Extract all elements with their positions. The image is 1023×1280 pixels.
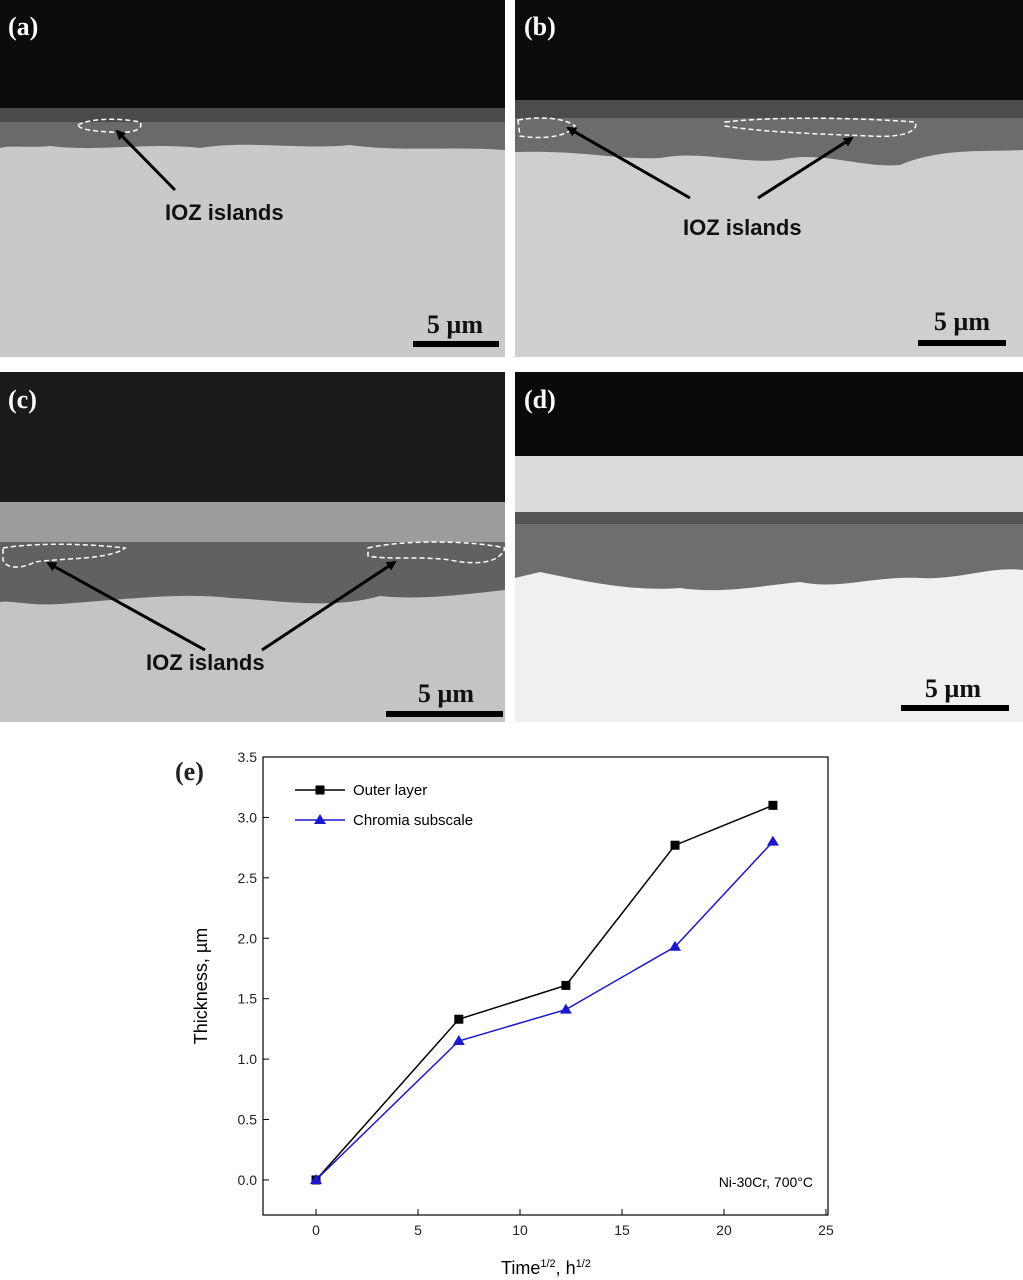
scale-label: 5 µm [418,679,474,708]
annotation: IOZ islands [146,650,265,675]
panel-label: (d) [524,385,556,414]
panel-d: (d) 5 µm [515,372,1023,722]
annotation: IOZ islands [165,200,284,225]
x-axis-label-part: 1/2 [540,1258,555,1270]
panel-label: (a) [8,12,38,41]
x-axis-label-part: , h [556,1258,576,1278]
scale-label: 5 µm [427,310,483,339]
series-line [315,804,774,1181]
y-tick-label: 2.5 [238,870,258,886]
point [559,1003,572,1014]
chart: (e) Thickness, µm Time1/2, h1/2 Ni-30Cr,… [175,749,834,1278]
panel-b: (b) IOZ islands 5 µm [515,0,1023,357]
panel-label: (e) [175,757,204,786]
plot-frame [262,756,829,1216]
point [669,940,682,951]
x-tick-label: 15 [614,1222,630,1238]
x-tick-label: 5 [414,1222,422,1238]
y-tick-label: 2.0 [238,930,258,946]
scale-label: 5 µm [925,674,981,703]
panel-c: (c) IOZ islands 5 µm [0,372,506,722]
x-axis-label-part: Time [501,1258,540,1278]
legend-label: Outer layer [353,782,427,799]
legend-marker [315,785,325,795]
point [766,835,779,846]
legend-marker [314,814,326,824]
legend-label: Chromia subscale [353,812,473,829]
point [768,800,778,810]
x-tick-label: 0 [312,1222,320,1238]
panel-label: (b) [524,12,556,41]
scale-label: 5 µm [934,307,990,336]
panel-label: (c) [8,385,37,414]
x-tick-label: 20 [716,1222,732,1238]
y-axis-label: Thickness, µm [191,928,211,1044]
x-axis-label-part: 1/2 [576,1258,591,1270]
point [454,1014,464,1024]
y-tick-label: 0.0 [238,1172,258,1188]
x-tick-label: 25 [818,1222,834,1238]
x-axis-label: Time1/2, h1/2 [501,1258,591,1278]
y-tick-label: 0.5 [238,1112,258,1128]
series-line [315,841,774,1181]
y-tick-label: 1.5 [238,991,258,1007]
panel-a: (a) IOZ islands 5 µm [0,0,505,357]
point [452,1034,465,1045]
x-tick-label: 10 [512,1222,528,1238]
annotation: Ni-30Cr, 700°C [719,1174,813,1190]
point [670,840,680,850]
y-tick-label: 3.0 [238,809,258,825]
point [561,980,571,990]
y-tick-label: 1.0 [238,1051,258,1067]
y-tick-label: 3.5 [238,749,258,765]
point [310,1173,323,1184]
annotation: IOZ islands [683,215,802,240]
